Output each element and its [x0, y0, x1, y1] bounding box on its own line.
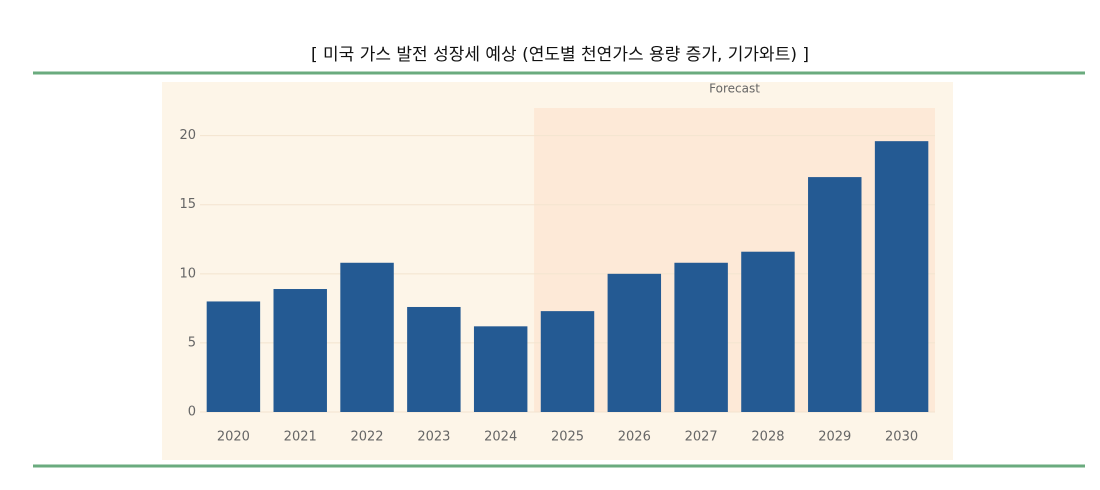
x-tick-label: 2024 [484, 430, 517, 445]
x-tick-label: 2020 [217, 430, 250, 445]
bar [473, 326, 528, 412]
y-tick-label: 10 [179, 266, 196, 281]
x-tick-label: 2027 [685, 430, 718, 445]
bar [808, 177, 862, 412]
x-tick-label: 2022 [350, 430, 383, 445]
forecast-label: Forecast [709, 82, 760, 96]
bar [674, 262, 728, 412]
bar [540, 311, 595, 412]
y-tick-label: 15 [179, 197, 196, 212]
bar [741, 251, 795, 412]
bar [206, 301, 261, 412]
y-tick-label: 0 [188, 405, 196, 420]
x-tick-label: 2028 [751, 430, 784, 445]
x-tick-label: 2029 [818, 430, 851, 445]
bar [407, 306, 461, 412]
x-tick-label: 2030 [885, 430, 918, 445]
bar [874, 141, 929, 412]
x-tick-label: 2026 [618, 430, 651, 445]
bar [607, 273, 662, 412]
chart-title: [ 미국 가스 발전 성장세 예상 (연도별 천연가스 용량 증가, 기가와트)… [311, 45, 809, 65]
bar [273, 289, 327, 412]
x-tick-label: 2021 [284, 430, 317, 445]
x-tick-label: 2023 [417, 430, 450, 445]
x-tick-label: 2025 [551, 430, 584, 445]
y-tick-label: 5 [188, 335, 196, 350]
forecast-region [534, 108, 935, 412]
y-tick-label: 20 [179, 128, 196, 143]
bar [340, 262, 394, 412]
